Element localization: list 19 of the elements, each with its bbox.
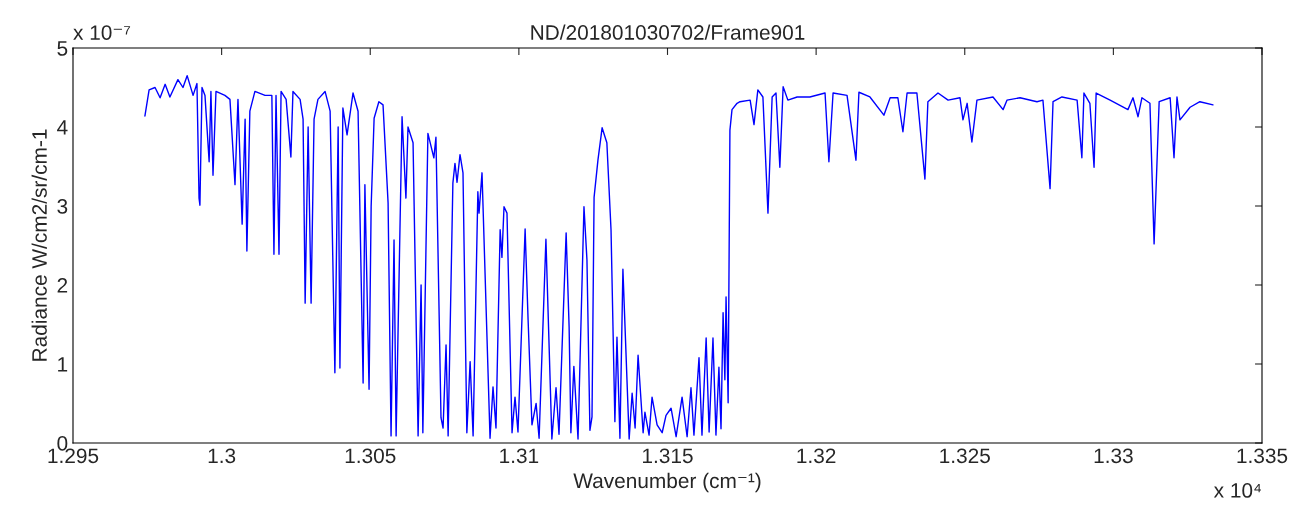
x-tick-label: 1.315 <box>643 448 693 464</box>
x-tick-label: 1.3 <box>208 448 236 464</box>
y-tick-label: 5 <box>57 41 68 56</box>
x-tick-label: 1.32 <box>797 448 836 464</box>
x-tick-label: 1.325 <box>940 448 990 464</box>
x-axis-title: Wavenumber (cm⁻¹) <box>573 472 761 493</box>
chart-title: ND/201801030702/Frame901 <box>531 24 805 40</box>
y-axis-title: Radiance W/cm2/sr/cm-1 <box>31 129 47 361</box>
x-tick-label: 1.31 <box>500 448 539 464</box>
x-tick-label: 1.305 <box>345 448 396 464</box>
x-tick-label: 1.335 <box>1237 448 1288 464</box>
text: x 10⁴ <box>1213 483 1261 498</box>
text: x 10⁻⁷ <box>73 25 131 40</box>
y-tick-label: 2 <box>57 278 68 293</box>
y-tick-label: 1 <box>58 357 68 372</box>
line-series <box>144 74 1214 440</box>
y-tick-label: 3 <box>57 199 68 214</box>
x-tick-label: 1.33 <box>1094 448 1133 464</box>
y-tick-label: 4 <box>57 120 68 135</box>
